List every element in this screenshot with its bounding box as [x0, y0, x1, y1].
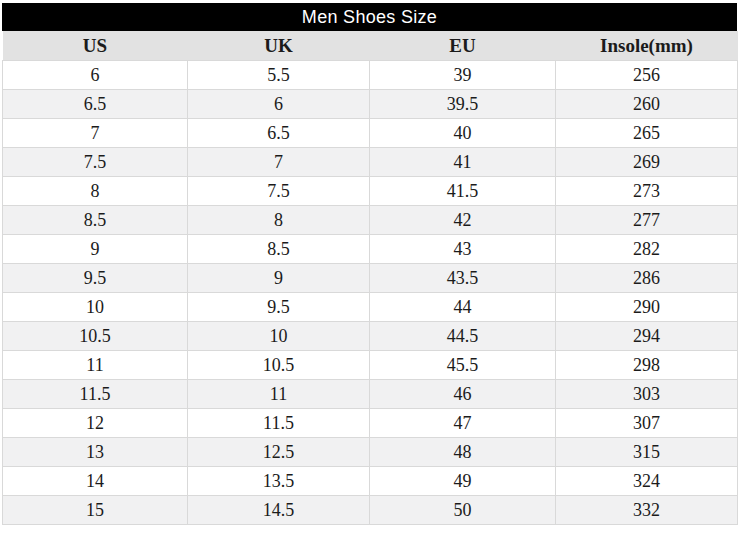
- table-cell: 44.5: [370, 322, 556, 351]
- table-cell: 5.5: [188, 61, 370, 90]
- table-cell: 40: [370, 119, 556, 148]
- table-cell: 47: [370, 409, 556, 438]
- table-cell: 11: [188, 380, 370, 409]
- table-cell: 6: [3, 61, 188, 90]
- table-cell: 46: [370, 380, 556, 409]
- table-cell: 14: [3, 467, 188, 496]
- column-header: US: [3, 31, 188, 61]
- table-cell: 41: [370, 148, 556, 177]
- table-cell: 12.5: [188, 438, 370, 467]
- table-cell: 50: [370, 496, 556, 525]
- table-cell: 277: [556, 206, 738, 235]
- table-cell: 9: [3, 235, 188, 264]
- table-row: 9.5943.5286: [3, 264, 738, 293]
- table-cell: 9: [188, 264, 370, 293]
- table-row: 1110.545.5298: [3, 351, 738, 380]
- header-row: USUKEUInsole(mm): [3, 31, 738, 61]
- table-cell: 7: [188, 148, 370, 177]
- table-cell: 324: [556, 467, 738, 496]
- table-cell: 265: [556, 119, 738, 148]
- table-cell: 286: [556, 264, 738, 293]
- table-cell: 7: [3, 119, 188, 148]
- table-cell: 49: [370, 467, 556, 496]
- table-cell: 14.5: [188, 496, 370, 525]
- column-header: Insole(mm): [556, 31, 738, 61]
- table-cell: 42: [370, 206, 556, 235]
- table-cell: 10: [3, 293, 188, 322]
- table-cell: 290: [556, 293, 738, 322]
- size-chart-page: Men Shoes Size USUKEUInsole(mm) 65.53925…: [0, 0, 740, 533]
- table-row: 7.5741269: [3, 148, 738, 177]
- table-cell: 45.5: [370, 351, 556, 380]
- table-cell: 41.5: [370, 177, 556, 206]
- table-row: 76.540265: [3, 119, 738, 148]
- column-header: EU: [370, 31, 556, 61]
- table-row: 1514.550332: [3, 496, 738, 525]
- table-cell: 260: [556, 90, 738, 119]
- table-cell: 39: [370, 61, 556, 90]
- table-row: 65.539256: [3, 61, 738, 90]
- table-cell: 7.5: [3, 148, 188, 177]
- table-cell: 12: [3, 409, 188, 438]
- table-cell: 9.5: [3, 264, 188, 293]
- table-cell: 282: [556, 235, 738, 264]
- size-table: USUKEUInsole(mm) 65.5392566.5639.526076.…: [2, 31, 738, 525]
- table-cell: 298: [556, 351, 738, 380]
- table-row: 8.5842277: [3, 206, 738, 235]
- table-row: 1312.548315: [3, 438, 738, 467]
- table-cell: 8: [3, 177, 188, 206]
- table-cell: 6: [188, 90, 370, 119]
- table-row: 87.541.5273: [3, 177, 738, 206]
- table-cell: 303: [556, 380, 738, 409]
- table-cell: 15: [3, 496, 188, 525]
- table-cell: 11.5: [188, 409, 370, 438]
- table-cell: 269: [556, 148, 738, 177]
- table-cell: 8.5: [3, 206, 188, 235]
- table-cell: 43.5: [370, 264, 556, 293]
- table-row: 1413.549324: [3, 467, 738, 496]
- table-cell: 10.5: [188, 351, 370, 380]
- table-cell: 10.5: [3, 322, 188, 351]
- table-cell: 256: [556, 61, 738, 90]
- table-cell: 315: [556, 438, 738, 467]
- table-cell: 13: [3, 438, 188, 467]
- table-row: 10.51044.5294: [3, 322, 738, 351]
- table-row: 11.51146303: [3, 380, 738, 409]
- table-cell: 6.5: [188, 119, 370, 148]
- chart-title: Men Shoes Size: [2, 3, 737, 31]
- table-cell: 39.5: [370, 90, 556, 119]
- table-cell: 43: [370, 235, 556, 264]
- table-cell: 9.5: [188, 293, 370, 322]
- table-row: 1211.547307: [3, 409, 738, 438]
- table-cell: 273: [556, 177, 738, 206]
- table-cell: 307: [556, 409, 738, 438]
- table-cell: 332: [556, 496, 738, 525]
- table-cell: 11: [3, 351, 188, 380]
- table-cell: 10: [188, 322, 370, 351]
- table-row: 109.544290: [3, 293, 738, 322]
- table-cell: 44: [370, 293, 556, 322]
- column-header: UK: [188, 31, 370, 61]
- table-cell: 13.5: [188, 467, 370, 496]
- table-row: 6.5639.5260: [3, 90, 738, 119]
- table-cell: 294: [556, 322, 738, 351]
- table-cell: 6.5: [3, 90, 188, 119]
- table-cell: 11.5: [3, 380, 188, 409]
- table-cell: 8: [188, 206, 370, 235]
- table-row: 98.543282: [3, 235, 738, 264]
- table-cell: 7.5: [188, 177, 370, 206]
- table-cell: 48: [370, 438, 556, 467]
- table-cell: 8.5: [188, 235, 370, 264]
